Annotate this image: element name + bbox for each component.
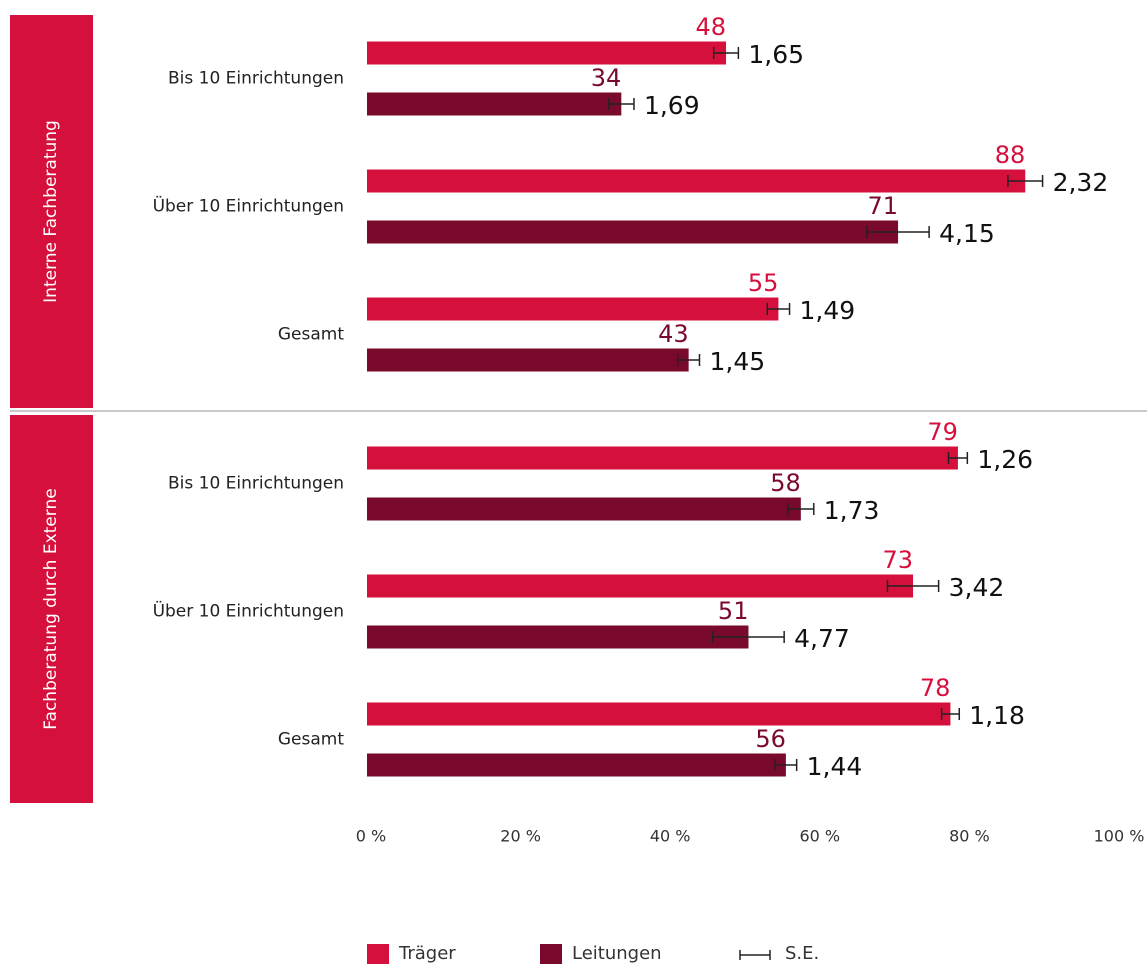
category-label: Bis 10 Einrichtungen	[168, 474, 344, 494]
bar	[367, 497, 801, 521]
error-label: 1,69	[644, 91, 700, 120]
error-label: 2,32	[1053, 168, 1109, 197]
error-label: 1,73	[824, 496, 880, 525]
value-label: 43	[658, 320, 689, 348]
bar	[367, 41, 727, 65]
x-tick-label: 100 %	[1094, 827, 1145, 846]
category-label: Über 10 Einrichtungen	[153, 195, 344, 217]
legend-label: Leitungen	[572, 943, 662, 964]
value-label: 73	[882, 546, 913, 574]
value-label: 55	[748, 269, 779, 297]
value-label: 58	[770, 469, 801, 497]
bar	[367, 702, 951, 726]
value-label: 56	[755, 725, 786, 753]
error-label: 1,45	[709, 347, 765, 376]
error-label: 4,77	[794, 624, 850, 653]
error-label: 4,15	[939, 219, 995, 248]
group-label: Fachberatung durch Externe	[41, 488, 61, 729]
category-label: Bis 10 Einrichtungen	[168, 69, 344, 89]
bar	[367, 169, 1026, 193]
bar	[367, 625, 749, 649]
legend-label: Träger	[398, 943, 456, 964]
x-tick-label: 60 %	[799, 827, 840, 846]
x-tick-label: 80 %	[949, 827, 990, 846]
value-label: 34	[591, 64, 622, 92]
bar	[367, 753, 786, 777]
legend-swatch	[367, 944, 389, 964]
error-label: 1,49	[800, 296, 856, 325]
value-label: 88	[995, 141, 1026, 169]
group-panel	[10, 415, 93, 803]
error-label: 1,44	[807, 752, 863, 781]
x-tick-label: 40 %	[650, 827, 691, 846]
bar	[367, 574, 914, 598]
category-label: Gesamt	[278, 730, 344, 750]
bar	[367, 220, 899, 244]
legend-label: S.E.	[785, 943, 819, 964]
value-label: 51	[718, 597, 749, 625]
bar	[367, 297, 779, 321]
error-label: 1,65	[748, 40, 804, 69]
error-label: 3,42	[949, 573, 1005, 602]
value-label: 71	[868, 192, 899, 220]
value-label: 48	[695, 13, 726, 41]
bar	[367, 348, 689, 372]
error-label: 1,18	[969, 701, 1025, 730]
legend-swatch	[540, 944, 562, 964]
category-label: Über 10 Einrichtungen	[153, 600, 344, 622]
group-panel	[10, 15, 93, 408]
bar	[367, 446, 958, 470]
value-label: 78	[920, 674, 951, 702]
x-tick-label: 0 %	[356, 827, 386, 846]
category-label: Gesamt	[278, 325, 344, 345]
x-tick-label: 20 %	[500, 827, 541, 846]
value-label: 79	[927, 418, 958, 446]
group-label: Interne Fachberatung	[41, 120, 61, 303]
bar	[367, 92, 622, 116]
error-label: 1,26	[977, 445, 1033, 474]
